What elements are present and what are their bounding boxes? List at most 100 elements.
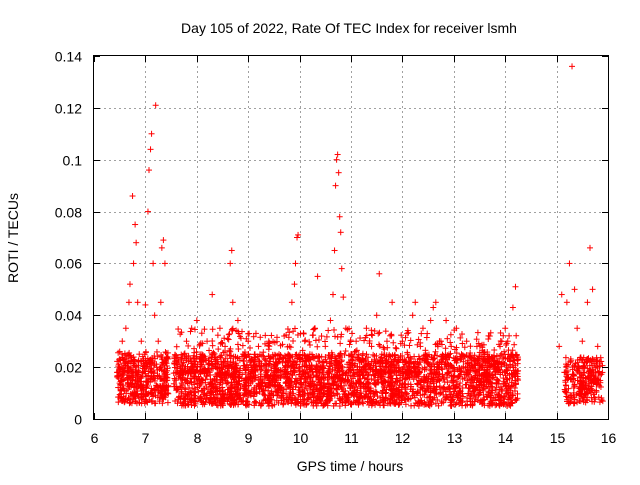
- data-point: [158, 244, 165, 251]
- data-point: [152, 400, 159, 407]
- data-point: [337, 229, 344, 236]
- data-point: [126, 396, 133, 403]
- data-point: [334, 391, 341, 398]
- data-point: [309, 332, 316, 339]
- data-point: [447, 339, 454, 346]
- data-point: [419, 325, 426, 332]
- data-point: [122, 325, 129, 332]
- data-point: [133, 369, 140, 376]
- x-tick-label: 12: [395, 430, 411, 446]
- data-point: [459, 402, 466, 409]
- data-point: [336, 213, 343, 220]
- data-point: [569, 63, 576, 70]
- x-tick-label: 13: [447, 430, 463, 446]
- y-tick-label: 0.14: [55, 49, 82, 65]
- data-point: [497, 329, 504, 336]
- data-point: [383, 338, 390, 345]
- data-point: [353, 338, 360, 345]
- data-point: [312, 337, 319, 344]
- data-point: [438, 400, 445, 407]
- data-point: [412, 299, 419, 306]
- data-points: [114, 63, 606, 410]
- data-point: [123, 371, 130, 378]
- data-point: [301, 338, 308, 345]
- data-point: [133, 384, 140, 391]
- data-point: [562, 354, 569, 361]
- data-point: [115, 361, 122, 368]
- data-point: [227, 260, 234, 267]
- data-point: [115, 349, 122, 356]
- data-point: [352, 348, 359, 355]
- data-point: [148, 397, 155, 404]
- data-point: [144, 399, 151, 406]
- data-point: [155, 338, 162, 345]
- data-point: [216, 325, 223, 332]
- data-point: [159, 395, 166, 402]
- data-point: [158, 352, 165, 359]
- x-tick-label: 7: [142, 430, 150, 446]
- data-point: [143, 373, 150, 380]
- data-point: [349, 330, 356, 337]
- data-point: [255, 343, 262, 350]
- data-point: [198, 330, 205, 337]
- data-point: [201, 326, 208, 333]
- y-tick-label: 0.02: [55, 360, 82, 376]
- data-point: [389, 299, 396, 306]
- data-point: [126, 383, 133, 390]
- data-point: [154, 372, 161, 379]
- data-point: [290, 338, 297, 345]
- data-point: [157, 299, 164, 306]
- data-point: [137, 375, 144, 382]
- data-point: [447, 402, 454, 409]
- data-point: [360, 400, 367, 407]
- data-point: [266, 339, 273, 346]
- data-point: [154, 394, 161, 401]
- data-point: [157, 390, 164, 397]
- data-point: [443, 317, 450, 324]
- data-point: [193, 317, 200, 324]
- data-point: [589, 286, 596, 293]
- x-tick-label: 8: [194, 430, 202, 446]
- data-point: [571, 286, 578, 293]
- data-point: [158, 387, 165, 394]
- data-point: [151, 377, 158, 384]
- data-point: [467, 343, 474, 350]
- x-tick-label: 11: [344, 430, 359, 446]
- data-point: [163, 360, 170, 367]
- data-point: [129, 193, 136, 200]
- data-point: [440, 376, 447, 383]
- data-point: [152, 387, 159, 394]
- data-point: [314, 273, 321, 280]
- data-point: [148, 365, 155, 372]
- data-point: [437, 390, 444, 397]
- data-point: [119, 338, 126, 345]
- data-point: [188, 325, 195, 332]
- y-tick-label: 0.04: [55, 308, 82, 324]
- data-point: [574, 325, 581, 332]
- data-point: [432, 299, 439, 306]
- data-point: [408, 402, 415, 409]
- data-point: [228, 247, 235, 254]
- data-point: [599, 398, 606, 405]
- data-point: [474, 329, 481, 336]
- data-point: [121, 350, 128, 357]
- data-point: [375, 341, 382, 348]
- data-point: [149, 354, 156, 361]
- data-point: [229, 299, 236, 306]
- data-point: [134, 379, 141, 386]
- data-point: [284, 326, 291, 333]
- data-point: [322, 343, 329, 350]
- y-axis-title: ROTI / TECUs: [5, 193, 21, 283]
- x-tick-label: 9: [245, 430, 253, 446]
- data-point: [216, 353, 223, 360]
- y-tick-label: 0: [74, 412, 82, 428]
- data-point: [209, 326, 216, 333]
- data-point: [502, 325, 509, 332]
- x-axis-title: GPS time / hours: [297, 458, 404, 474]
- chart-title: Day 105 of 2022, Rate Of TEC Index for r…: [181, 20, 517, 36]
- data-point: [134, 299, 141, 306]
- data-point: [330, 291, 337, 298]
- y-tick-label: 0.06: [55, 256, 82, 272]
- data-point: [556, 343, 563, 350]
